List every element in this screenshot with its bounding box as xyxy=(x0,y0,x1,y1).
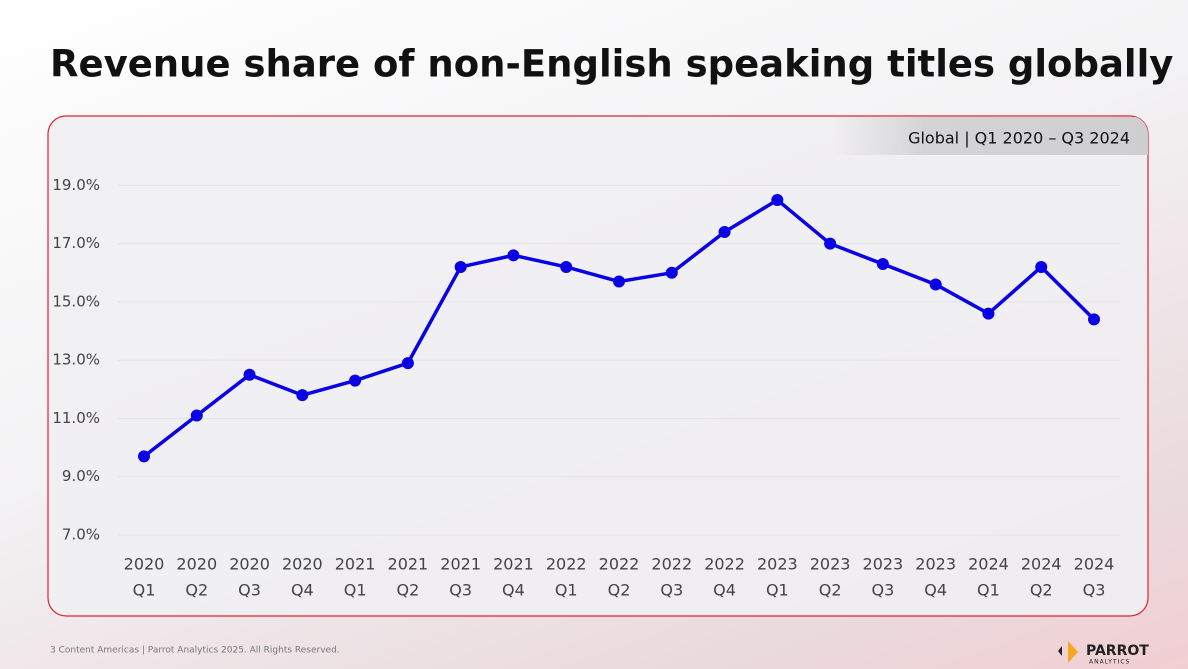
x-tick-label: Q1 xyxy=(133,581,156,600)
y-tick-label: 13.0% xyxy=(52,351,100,369)
x-tick-label: Q1 xyxy=(555,581,578,600)
data-point xyxy=(718,226,731,239)
slide-title: Revenue share of non-English speaking ti… xyxy=(50,43,1173,86)
x-tick-label: Q2 xyxy=(819,581,842,600)
data-point xyxy=(1035,260,1048,273)
x-tick-label: Q4 xyxy=(713,581,736,600)
data-point xyxy=(1088,313,1100,326)
data-point xyxy=(138,450,150,463)
logo: PARROT xyxy=(1086,643,1149,659)
data-point xyxy=(613,275,625,288)
logo-mark xyxy=(1068,641,1078,663)
logo-arrow xyxy=(1058,646,1062,656)
x-tick-label: Q3 xyxy=(1083,581,1106,600)
x-tick-label: Q3 xyxy=(238,581,261,600)
x-tick-label: 2021 xyxy=(335,555,376,574)
y-tick-label: 11.0% xyxy=(52,409,100,427)
data-point xyxy=(454,260,467,273)
x-tick-label: 2023 xyxy=(863,555,904,574)
data-point xyxy=(982,307,995,320)
x-tick-label: Q1 xyxy=(766,581,789,600)
x-tick-label: 2020 xyxy=(229,555,270,574)
data-point xyxy=(349,374,362,387)
data-point xyxy=(560,260,573,273)
x-tick-label: 2020 xyxy=(124,555,165,574)
data-point xyxy=(296,389,309,402)
plot: 7.0% 9.0% 11.0% 13.0% 15.0% 17.0% 19.0% 2020 Q1 2… xyxy=(52,176,1120,600)
x-tick-label: 2021 xyxy=(440,555,481,574)
chart-subtitle: Global | Q1 2020 – Q3 2024 xyxy=(908,129,1130,148)
x-tick-label: 2024 xyxy=(968,555,1009,574)
logo-sub: ANALYTICS xyxy=(1089,659,1130,666)
x-tick-label: 2022 xyxy=(599,555,640,574)
x-tick-label: 2024 xyxy=(1074,555,1115,574)
x-tick-label: Q3 xyxy=(449,581,472,600)
x-tick-label: 2020 xyxy=(176,555,217,574)
chart-card xyxy=(47,115,1149,617)
subtitle-badge xyxy=(830,117,1148,155)
x-tick-label: 2022 xyxy=(546,555,587,574)
x-tick-label: Q4 xyxy=(502,581,525,600)
data-point xyxy=(824,237,837,250)
y-tick-label: 15.0% xyxy=(52,292,100,310)
data-point xyxy=(507,249,520,262)
x-tick-label: 2023 xyxy=(915,555,956,574)
x-tick-label: Q3 xyxy=(871,581,894,600)
x-tick-label: Q4 xyxy=(924,581,947,600)
x-tick-label: Q2 xyxy=(1030,581,1053,600)
y-tick-label: 17.0% xyxy=(52,234,100,252)
footer: 3 Content Americas | Parrot Analytics 20… xyxy=(50,646,340,656)
data-point xyxy=(190,409,203,422)
data-point xyxy=(401,357,414,370)
x-tick-label: Q3 xyxy=(660,581,683,600)
y-tick-label: 7.0% xyxy=(62,526,100,544)
data-point xyxy=(929,278,942,291)
data-point xyxy=(243,368,256,381)
x-tick-label: Q2 xyxy=(396,581,419,600)
y-tick-label: 9.0% xyxy=(62,467,100,485)
x-tick-label: 2023 xyxy=(757,555,798,574)
x-tick-label: Q2 xyxy=(185,581,208,600)
data-point xyxy=(876,258,889,271)
x-tick-label: 2020 xyxy=(282,555,323,574)
x-tick-label: Q1 xyxy=(977,581,1000,600)
data-point xyxy=(665,266,678,279)
x-tick-label: 2021 xyxy=(388,555,429,574)
x-tick-label: 2021 xyxy=(493,555,534,574)
x-tick-label: 2023 xyxy=(810,555,851,574)
x-tick-label: Q1 xyxy=(344,581,367,600)
x-tick-label: 2024 xyxy=(1021,555,1062,574)
x-tick-label: 2022 xyxy=(704,555,745,574)
y-tick-label: 19.0% xyxy=(52,176,100,194)
x-tick-label: Q2 xyxy=(608,581,631,600)
x-tick-label: 2022 xyxy=(651,555,692,574)
data-point xyxy=(771,193,784,206)
x-tick-label: Q4 xyxy=(291,581,314,600)
